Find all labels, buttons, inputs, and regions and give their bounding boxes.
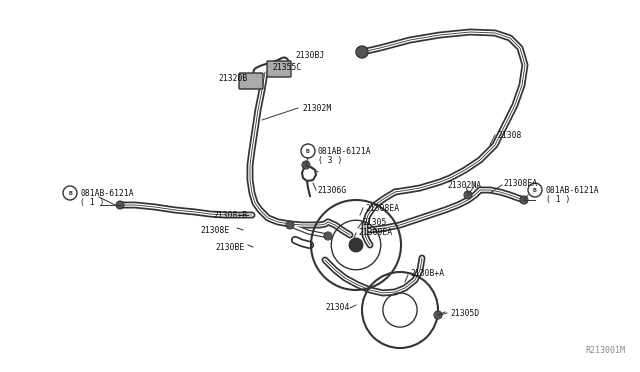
Text: 21308E: 21308E: [200, 225, 229, 234]
Text: ( 1 ): ( 1 ): [546, 195, 570, 203]
Text: 081AB-6121A: 081AB-6121A: [318, 147, 372, 155]
Text: 21320B: 21320B: [218, 74, 247, 83]
Circle shape: [325, 233, 331, 239]
Text: 21306G: 21306G: [317, 186, 346, 195]
Text: 21302M: 21302M: [302, 103, 332, 112]
Circle shape: [357, 47, 367, 57]
Text: 21308+B: 21308+B: [213, 211, 247, 219]
Text: 21309EA: 21309EA: [358, 228, 392, 237]
Text: 2130BE: 2130BE: [215, 244, 244, 253]
Text: 081AB-6121A: 081AB-6121A: [80, 189, 134, 198]
Text: 21304: 21304: [325, 302, 349, 311]
Text: 21305: 21305: [362, 218, 387, 227]
Text: 21308EA: 21308EA: [365, 203, 399, 212]
Text: 21305D: 21305D: [450, 308, 479, 317]
Text: B: B: [68, 190, 72, 196]
Circle shape: [287, 222, 293, 228]
Text: B: B: [533, 187, 537, 192]
Text: 081AB-6121A: 081AB-6121A: [546, 186, 600, 195]
Text: 2130B+A: 2130B+A: [410, 269, 444, 278]
Text: ( 3 ): ( 3 ): [318, 155, 342, 164]
Circle shape: [349, 238, 363, 252]
Circle shape: [435, 312, 441, 318]
Circle shape: [303, 162, 309, 168]
Text: 2130BJ: 2130BJ: [295, 51, 324, 60]
Text: B: B: [306, 148, 310, 154]
Circle shape: [465, 192, 471, 198]
Circle shape: [117, 202, 123, 208]
Text: 21355C: 21355C: [272, 62, 301, 71]
Text: R213001M: R213001M: [585, 346, 625, 355]
FancyBboxPatch shape: [267, 61, 291, 77]
Text: 21302MA: 21302MA: [447, 180, 481, 189]
Text: 21308EA: 21308EA: [503, 179, 537, 187]
Text: 21308: 21308: [497, 131, 522, 140]
FancyBboxPatch shape: [239, 73, 263, 89]
Text: ( 1 ): ( 1 ): [80, 198, 104, 206]
Circle shape: [521, 197, 527, 203]
